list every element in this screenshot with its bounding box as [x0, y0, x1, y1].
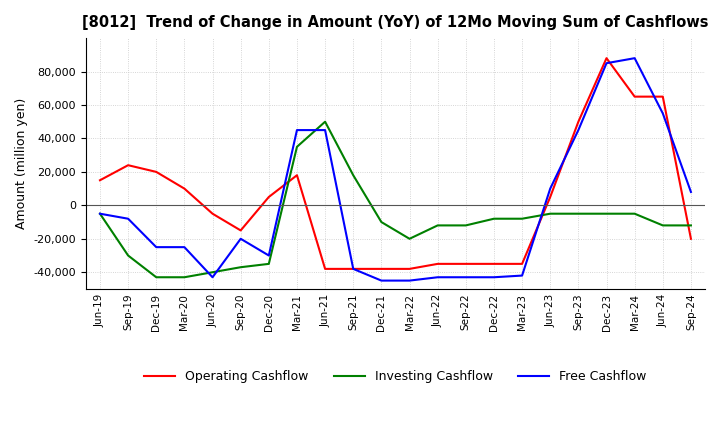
Free Cashflow	[292, 128, 301, 133]
Investing Cashflow	[602, 211, 611, 216]
Investing Cashflow	[630, 211, 639, 216]
Free Cashflow	[124, 216, 132, 221]
Investing Cashflow	[518, 216, 526, 221]
Investing Cashflow	[152, 275, 161, 280]
Investing Cashflow	[490, 216, 498, 221]
Investing Cashflow	[687, 223, 696, 228]
Operating Cashflow	[630, 94, 639, 99]
Free Cashflow	[546, 186, 554, 191]
Operating Cashflow	[124, 162, 132, 168]
Investing Cashflow	[377, 220, 386, 225]
Free Cashflow	[602, 61, 611, 66]
Operating Cashflow	[96, 178, 104, 183]
Operating Cashflow	[264, 194, 273, 200]
Investing Cashflow	[574, 211, 582, 216]
Operating Cashflow	[208, 211, 217, 216]
Investing Cashflow	[433, 223, 442, 228]
Operating Cashflow	[546, 194, 554, 200]
Title: [8012]  Trend of Change in Amount (YoY) of 12Mo Moving Sum of Cashflows: [8012] Trend of Change in Amount (YoY) o…	[82, 15, 708, 30]
Operating Cashflow	[321, 266, 330, 271]
Operating Cashflow	[518, 261, 526, 267]
Investing Cashflow	[96, 211, 104, 216]
Investing Cashflow	[405, 236, 414, 242]
Operating Cashflow	[574, 119, 582, 125]
Legend: Operating Cashflow, Investing Cashflow, Free Cashflow: Operating Cashflow, Investing Cashflow, …	[139, 365, 652, 388]
Investing Cashflow	[659, 223, 667, 228]
Investing Cashflow	[546, 211, 554, 216]
Free Cashflow	[518, 273, 526, 278]
Free Cashflow	[377, 278, 386, 283]
Operating Cashflow	[152, 169, 161, 175]
Line: Free Cashflow: Free Cashflow	[100, 58, 691, 281]
Free Cashflow	[96, 211, 104, 216]
Investing Cashflow	[208, 270, 217, 275]
Line: Operating Cashflow: Operating Cashflow	[100, 58, 691, 269]
Investing Cashflow	[462, 223, 470, 228]
Investing Cashflow	[349, 172, 358, 178]
Operating Cashflow	[292, 172, 301, 178]
Operating Cashflow	[236, 228, 245, 233]
Free Cashflow	[630, 55, 639, 61]
Free Cashflow	[462, 275, 470, 280]
Operating Cashflow	[377, 266, 386, 271]
Operating Cashflow	[405, 266, 414, 271]
Investing Cashflow	[236, 264, 245, 270]
Free Cashflow	[264, 253, 273, 258]
Investing Cashflow	[180, 275, 189, 280]
Operating Cashflow	[687, 236, 696, 242]
Free Cashflow	[152, 245, 161, 250]
Investing Cashflow	[292, 144, 301, 150]
Line: Investing Cashflow: Investing Cashflow	[100, 122, 691, 277]
Investing Cashflow	[264, 261, 273, 267]
Free Cashflow	[659, 111, 667, 116]
Free Cashflow	[236, 236, 245, 242]
Free Cashflow	[574, 128, 582, 133]
Free Cashflow	[433, 275, 442, 280]
Operating Cashflow	[433, 261, 442, 267]
Free Cashflow	[349, 266, 358, 271]
Free Cashflow	[490, 275, 498, 280]
Operating Cashflow	[349, 266, 358, 271]
Free Cashflow	[321, 128, 330, 133]
Free Cashflow	[180, 245, 189, 250]
Free Cashflow	[405, 278, 414, 283]
Operating Cashflow	[180, 186, 189, 191]
Free Cashflow	[687, 189, 696, 194]
Free Cashflow	[208, 275, 217, 280]
Operating Cashflow	[659, 94, 667, 99]
Investing Cashflow	[124, 253, 132, 258]
Y-axis label: Amount (million yen): Amount (million yen)	[15, 98, 28, 229]
Operating Cashflow	[602, 55, 611, 61]
Operating Cashflow	[490, 261, 498, 267]
Investing Cashflow	[321, 119, 330, 125]
Operating Cashflow	[462, 261, 470, 267]
